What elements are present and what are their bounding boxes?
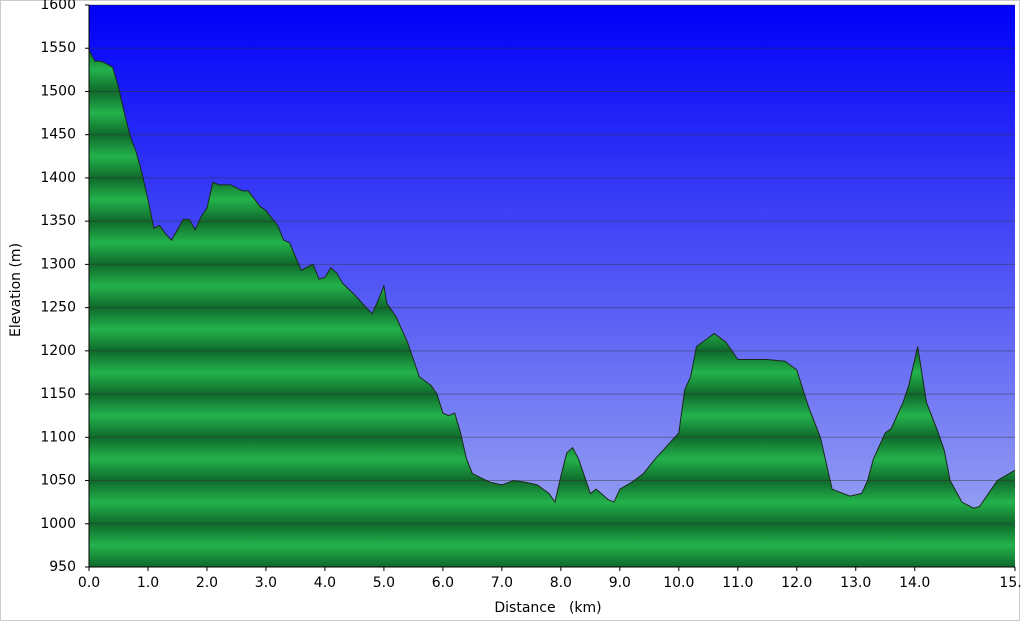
elevation-area — [89, 49, 1015, 567]
y-tick-label: 1250 — [40, 300, 76, 316]
y-tick-label: 1300 — [40, 256, 76, 272]
x-tick-label: 10.0 — [663, 575, 694, 591]
x-tick-label: 13.0 — [840, 575, 871, 591]
y-tick-label: 1600 — [40, 0, 76, 13]
x-tick-label: 11.0 — [722, 575, 753, 591]
x-axis-label: Distance (km) — [494, 600, 601, 616]
y-tick-label: 950 — [49, 559, 76, 575]
y-tick-label: 1400 — [40, 170, 76, 186]
y-tick-label: 1100 — [40, 429, 76, 445]
x-tick-label: 6.0 — [432, 575, 454, 591]
x-tick-label: 9.0 — [609, 575, 631, 591]
elevation-line — [88, 49, 1016, 509]
x-tick-label: 0.0 — [78, 575, 100, 591]
y-tick-label: 1200 — [40, 343, 76, 359]
x-tick-label: 7.0 — [491, 575, 513, 591]
x-tick-label: 2.0 — [196, 575, 218, 591]
x-tick-label: 8.0 — [550, 575, 572, 591]
x-tick-label: 1.0 — [137, 575, 159, 591]
x-tick-label: 14.0 — [899, 575, 930, 591]
x-tick-label: 15.7 — [999, 575, 1021, 591]
y-tick-label: 1450 — [40, 127, 76, 143]
y-axis-label: Elevation (m) — [8, 243, 24, 337]
y-tick-label: 1000 — [40, 516, 76, 532]
x-tick-label: 4.0 — [314, 575, 336, 591]
y-tick-label: 1500 — [40, 83, 76, 99]
x-tick-label: 5.0 — [373, 575, 395, 591]
y-tick-label: 1050 — [40, 473, 76, 489]
y-tick-label: 1150 — [40, 386, 76, 402]
x-tick-label: 3.0 — [255, 575, 277, 591]
x-tick-label: 12.0 — [781, 575, 812, 591]
y-tick-label: 1550 — [40, 40, 76, 56]
y-tick-label: 1350 — [40, 213, 76, 229]
